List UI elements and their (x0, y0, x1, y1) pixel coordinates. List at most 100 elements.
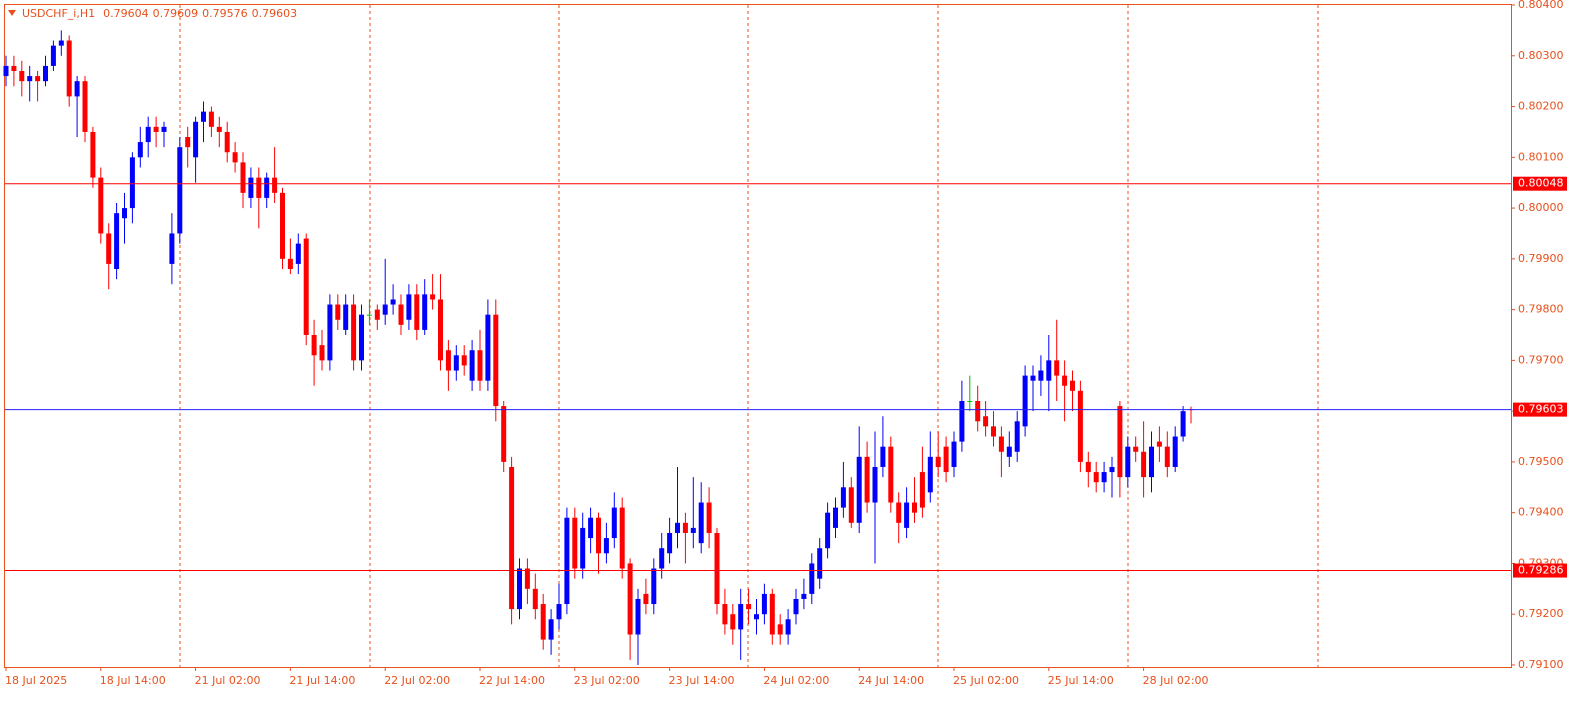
candle-body (477, 350, 483, 381)
x-tick-label: 25 Jul 14:00 (1048, 674, 1114, 687)
candle-body (256, 177, 262, 198)
candle-body (698, 502, 704, 544)
x-tick-label: 18 Jul 14:00 (100, 674, 166, 687)
y-tick-label: 0.79400 (1518, 506, 1564, 519)
candle-body (1006, 446, 1012, 457)
candle-body (122, 208, 127, 219)
candle-body (738, 604, 744, 630)
candle-body (1156, 441, 1162, 447)
candle-body (524, 568, 530, 589)
candle-body (540, 604, 546, 640)
candle-body (240, 162, 246, 193)
candle-body (1046, 360, 1052, 381)
price-label-box (1513, 563, 1567, 578)
candle-body (248, 177, 254, 198)
candle-body (951, 441, 957, 467)
candle-body (485, 314, 491, 381)
y-tick-label: 0.79900 (1518, 252, 1564, 265)
candle-body (761, 593, 767, 615)
y-tick-label: 0.80000 (1518, 201, 1564, 214)
candle-body (129, 157, 135, 209)
candle-body (438, 299, 443, 361)
candle-body (817, 548, 823, 579)
y-tick-label: 0.79100 (1518, 658, 1564, 671)
candle-body (153, 126, 159, 132)
candle-body (264, 177, 270, 198)
candle-body (848, 487, 854, 523)
candle-body (509, 466, 515, 610)
collapse-icon[interactable] (8, 10, 16, 16)
candle-body (935, 456, 941, 467)
candle-body (825, 512, 831, 549)
candle-body (975, 400, 981, 422)
candle-body (809, 563, 815, 594)
candle-body (801, 593, 807, 599)
candle-body (943, 446, 949, 473)
candle-body (19, 71, 25, 82)
x-tick-label: 22 Jul 02:00 (384, 674, 450, 687)
candle-body (1014, 421, 1020, 452)
candle-body (501, 406, 507, 462)
candle-body (967, 400, 973, 402)
candle-body (224, 131, 230, 153)
candle-body (1093, 472, 1099, 483)
candle-body (619, 507, 625, 569)
candle-body (730, 614, 736, 630)
candle-body (690, 527, 696, 533)
candle-body (856, 456, 862, 523)
candle-body (1125, 446, 1131, 478)
candle-body (343, 304, 349, 330)
candle-body (366, 314, 372, 316)
candle-body (1109, 466, 1115, 473)
candle-body (777, 624, 783, 635)
x-tick-label: 22 Jul 14:00 (479, 674, 545, 687)
candle-body (1062, 375, 1068, 386)
candle-body (114, 213, 120, 269)
candle-body (303, 238, 309, 335)
candle-body (682, 522, 688, 533)
y-tick-label: 0.80100 (1518, 150, 1564, 163)
candle-body (532, 588, 538, 610)
high: 0.79609 (153, 7, 199, 20)
candle-body (169, 233, 175, 264)
candle-body (556, 604, 562, 620)
header: USDCHF_i,H1 0.79604 0.79609 0.79576 0.79603 (22, 7, 297, 20)
candle-body (374, 309, 380, 320)
candle-body (390, 299, 396, 305)
candle-body (983, 416, 989, 427)
price-label-box (1513, 176, 1567, 191)
candle-body (1141, 451, 1147, 478)
candle-body (201, 111, 206, 122)
candle-body (335, 304, 341, 320)
candle-body (588, 517, 594, 539)
candle-body (98, 177, 104, 234)
candle-body (517, 568, 522, 610)
candle-body (382, 304, 388, 315)
candle-body (422, 294, 428, 330)
candle-body (137, 142, 143, 158)
candle-body (177, 147, 183, 234)
candle-body (58, 40, 64, 46)
y-tick-label: 0.80300 (1518, 49, 1564, 62)
candle-body (769, 593, 775, 635)
x-tick-label: 25 Jul 02:00 (953, 674, 1019, 687)
candle-body (453, 355, 459, 371)
candle-body (919, 472, 925, 508)
candle-body (651, 568, 657, 605)
candle-body (11, 65, 17, 72)
price-label: 0.80048 (1518, 177, 1564, 190)
candle-body (287, 258, 293, 269)
x-tick-label: 24 Jul 02:00 (763, 674, 829, 687)
candle-body (185, 137, 191, 148)
candle-body (1070, 380, 1075, 391)
candle-body (414, 294, 420, 330)
y-tick-label: 0.80200 (1518, 100, 1564, 113)
candle-body (864, 456, 870, 503)
candle-body (1038, 370, 1044, 381)
open: 0.79604 (103, 7, 149, 20)
candle-body (359, 314, 364, 361)
candle-body (564, 517, 570, 605)
symbol: USDCHF_i,H1 (22, 7, 95, 20)
